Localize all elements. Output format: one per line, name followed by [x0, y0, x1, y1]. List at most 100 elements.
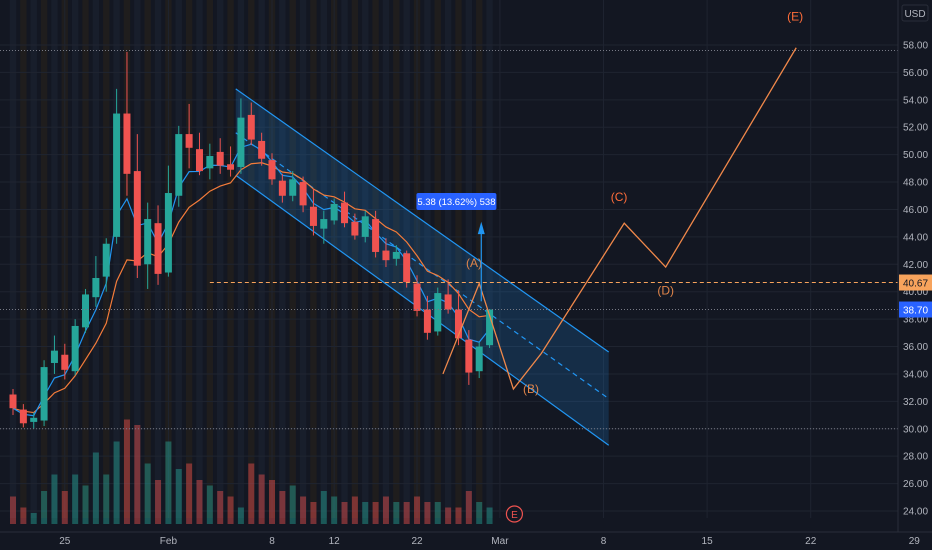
parallel-channel[interactable] [235, 88, 610, 446]
price-tick-label: 26.00 [903, 479, 928, 490]
candle[interactable] [71, 319, 79, 376]
candle[interactable] [309, 188, 317, 236]
candle-body [486, 309, 494, 346]
candle[interactable] [444, 279, 452, 314]
candle[interactable] [92, 256, 100, 307]
candle-body [123, 113, 131, 174]
session-band [279, 0, 286, 518]
volume-bar [424, 502, 431, 524]
candle[interactable] [19, 404, 27, 428]
candle[interactable] [216, 138, 224, 174]
volume-bar [248, 463, 255, 524]
candle[interactable] [351, 213, 359, 240]
candle[interactable] [102, 238, 110, 292]
candle[interactable] [9, 389, 17, 416]
channel-lower-line[interactable] [235, 174, 610, 446]
wave-label[interactable]: (A) [466, 256, 482, 270]
candle[interactable] [289, 171, 297, 202]
volume-bar [465, 491, 472, 524]
volume-bar [476, 502, 483, 524]
candle[interactable] [278, 173, 286, 203]
candle-body [382, 250, 390, 261]
candle[interactable] [465, 330, 473, 385]
volume-bar [41, 491, 48, 524]
candle[interactable] [392, 245, 400, 266]
session-band [51, 0, 58, 518]
candle[interactable] [247, 102, 255, 146]
candle[interactable] [50, 335, 58, 374]
measure-label-box[interactable] [416, 193, 497, 211]
candle[interactable] [382, 238, 390, 268]
candle[interactable] [403, 250, 411, 288]
earnings-icon[interactable] [505, 505, 524, 523]
candle[interactable] [30, 412, 38, 429]
candle[interactable] [434, 287, 442, 336]
wave-label[interactable]: (C) [611, 190, 628, 204]
candle[interactable] [320, 210, 328, 244]
time-axis: 25 Feb 8 12 22 Mar 8 15 22 29 [0, 531, 932, 550]
session-band [455, 0, 462, 518]
candle[interactable] [372, 210, 380, 258]
candle[interactable] [268, 153, 276, 185]
candle[interactable] [175, 125, 183, 207]
candles[interactable] [9, 51, 494, 429]
candle[interactable] [123, 51, 131, 196]
annotations[interactable]: (A) (B) (C) (D) (E) 5.38 (13.62%) 538 E [0, 9, 898, 523]
channel-upper-line[interactable] [235, 88, 610, 353]
candle[interactable] [164, 165, 172, 277]
candle[interactable] [113, 88, 121, 244]
session-band [237, 0, 245, 518]
candle-body [164, 193, 172, 273]
session-band [434, 0, 441, 518]
candle[interactable] [475, 342, 483, 379]
volume-bar [123, 419, 130, 524]
candle-body [227, 164, 235, 170]
candle[interactable] [258, 132, 266, 166]
resistance-price-badge [899, 274, 932, 291]
wave-label[interactable]: (E) [787, 9, 803, 23]
candle-body [19, 409, 27, 424]
channel-fill[interactable] [235, 88, 609, 446]
currency-badge[interactable] [901, 4, 929, 22]
candle[interactable] [185, 103, 193, 169]
candle[interactable] [82, 288, 90, 333]
wave-label[interactable]: (D) [657, 283, 674, 297]
candle[interactable] [330, 198, 338, 225]
candle[interactable] [361, 210, 369, 243]
candle-body [237, 117, 245, 167]
session-band [123, 0, 131, 518]
volume-bar [113, 441, 120, 524]
candle[interactable] [154, 205, 162, 285]
candle[interactable] [299, 176, 307, 213]
candle[interactable] [341, 191, 349, 228]
time-tick-label: 15 [702, 536, 714, 547]
price-tick-label: 30.00 [903, 424, 928, 435]
candle[interactable] [195, 132, 203, 176]
session-band [424, 0, 431, 518]
volume-bar [269, 480, 275, 524]
candle[interactable] [227, 146, 235, 177]
candle[interactable] [206, 143, 214, 180]
candle-body [185, 134, 193, 148]
candle[interactable] [40, 360, 48, 427]
volume-bar [165, 441, 172, 524]
price-tick-label: 36.00 [903, 342, 928, 353]
elliott-wave-projection[interactable] [442, 47, 797, 391]
candle[interactable] [61, 343, 69, 380]
candle[interactable] [133, 134, 141, 278]
candle[interactable] [486, 309, 494, 348]
resistance-price-label: 40.67 [903, 279, 928, 290]
candle[interactable] [423, 295, 431, 340]
session-band [30, 0, 37, 518]
candle[interactable] [144, 202, 152, 289]
wave-label[interactable]: (B) [523, 382, 539, 396]
candle-body [320, 219, 328, 229]
candle-body [154, 223, 162, 274]
candle-body [361, 216, 369, 237]
session-band [217, 0, 224, 518]
volume-bar [61, 491, 68, 524]
candle[interactable] [237, 98, 245, 174]
candle-body [413, 283, 421, 311]
session-band [465, 0, 473, 518]
